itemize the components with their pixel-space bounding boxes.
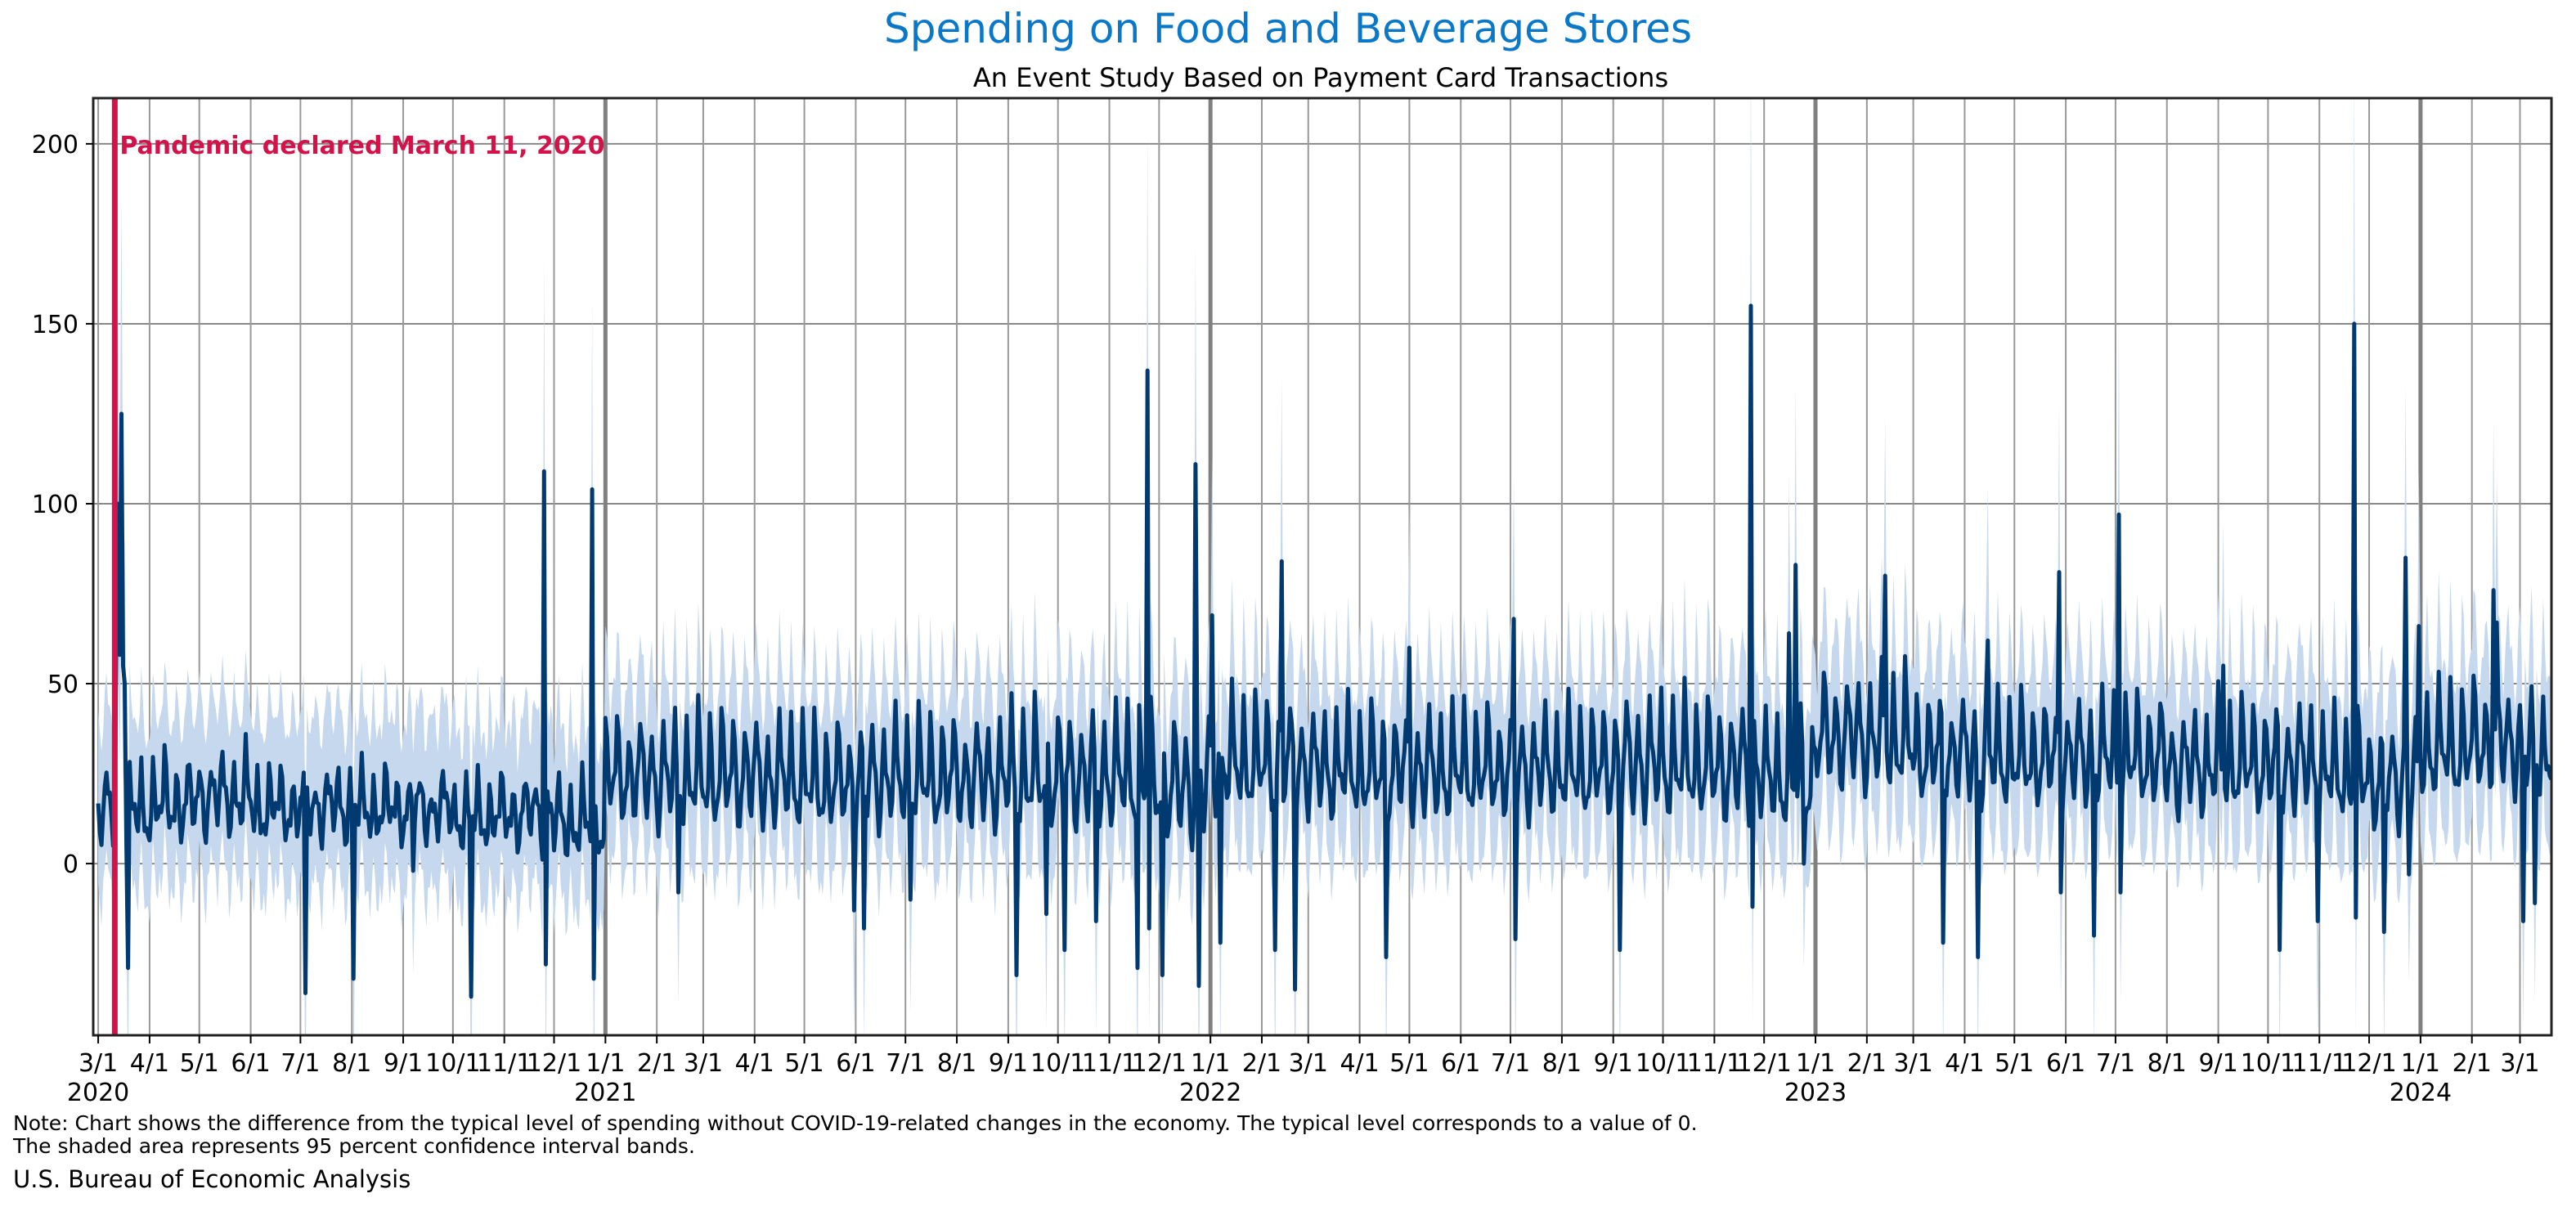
x-tick-label: 6/1 <box>231 1049 270 1078</box>
x-tick-label: 12/1 <box>2341 1049 2396 1078</box>
x-tick-label: 8/1 <box>937 1049 976 1078</box>
x-tick-label: 11/1 <box>477 1049 532 1078</box>
confidence-band <box>98 98 2551 1035</box>
x-year-label: 2020 <box>67 1079 129 1107</box>
x-tick-label: 12/1 <box>1737 1049 1792 1078</box>
x-year-label: 2023 <box>1784 1079 1847 1107</box>
x-tick-label: 9/1 <box>989 1049 1028 1078</box>
y-tick-label: 0 <box>63 850 79 879</box>
x-tick-label: 3/1 <box>1289 1049 1328 1078</box>
x-tick-label: 11/1 <box>1082 1049 1137 1078</box>
x-tick-label: 7/1 <box>1491 1049 1530 1078</box>
x-tick-label: 5/1 <box>180 1049 219 1078</box>
x-tick-label: 2/1 <box>637 1049 676 1078</box>
x-tick-label: 5/1 <box>1995 1049 2034 1078</box>
x-tick-label: 5/1 <box>1389 1049 1429 1078</box>
plot-frame <box>92 96 2553 1037</box>
x-tick-label: 9/1 <box>384 1049 423 1078</box>
x-tick-label: 8/1 <box>1542 1049 1582 1078</box>
x-year-label: 2021 <box>574 1079 636 1107</box>
x-tick-label: 2/1 <box>2453 1049 2492 1078</box>
x-tick-label: 1/1 <box>2401 1049 2440 1078</box>
x-tick-label: 7/1 <box>886 1049 925 1078</box>
y-tick-label: 150 <box>32 311 79 339</box>
x-tick-label: 11/1 <box>2292 1049 2347 1078</box>
x-tick-label: 5/1 <box>784 1049 824 1078</box>
x-tick-label: 7/1 <box>280 1049 320 1078</box>
x-tick-label: 8/1 <box>332 1049 371 1078</box>
y-tick-label: 100 <box>32 491 79 519</box>
x-tick-label: 6/1 <box>836 1049 875 1078</box>
x-tick-label: 12/1 <box>527 1049 581 1078</box>
x-tick-label: 8/1 <box>2147 1049 2187 1078</box>
x-tick-label: 10/1 <box>1636 1049 1690 1078</box>
y-tick-label: 200 <box>32 131 79 159</box>
x-tick-label: 12/1 <box>1132 1049 1187 1078</box>
x-tick-label: 11/1 <box>1687 1049 1742 1078</box>
chart-subtitle: An Event Study Based on Payment Card Tra… <box>973 62 1668 93</box>
y-axis: 0 50 100 150 200 <box>32 131 93 879</box>
x-tick-label: 10/1 <box>425 1049 480 1078</box>
source-label: U.S. Bureau of Economic Analysis <box>13 1165 411 1193</box>
x-tick-label: 4/1 <box>1945 1049 1984 1078</box>
x-tick-label: 4/1 <box>1340 1049 1379 1078</box>
x-tick-label: 1/1 <box>1796 1049 1835 1078</box>
x-tick-label: 9/1 <box>1594 1049 1633 1078</box>
x-tick-label: 3/1 <box>79 1049 118 1078</box>
x-tick-label: 6/1 <box>2046 1049 2085 1078</box>
x-tick-label: 10/1 <box>1030 1049 1085 1078</box>
x-tick-label: 3/1 <box>684 1049 723 1078</box>
x-tick-label: 7/1 <box>2096 1049 2135 1078</box>
footnote-line-2: The shaded area represents 95 percent co… <box>12 1134 695 1158</box>
x-year-label: 2022 <box>1179 1079 1241 1107</box>
pandemic-event-label: Pandemic declared March 11, 2020 <box>119 132 604 160</box>
footnote-line-1: Note: Chart shows the difference from th… <box>13 1111 1698 1135</box>
x-tick-label: 2/1 <box>1242 1049 1281 1078</box>
x-tick-label: 3/1 <box>1893 1049 1932 1078</box>
chart-title: Spending on Food and Beverage Stores <box>884 5 1692 52</box>
x-year-label: 2024 <box>2390 1079 2452 1107</box>
x-tick-label: 1/1 <box>1191 1049 1230 1078</box>
spending-line <box>96 303 2551 999</box>
x-tick-label: 10/1 <box>2241 1049 2296 1078</box>
x-tick-label: 6/1 <box>1441 1049 1480 1078</box>
x-tick-label: 2/1 <box>1847 1049 1887 1078</box>
x-tick-label: 4/1 <box>735 1049 774 1078</box>
y-tick-label: 50 <box>47 671 79 699</box>
x-tick-label: 9/1 <box>2198 1049 2237 1078</box>
x-tick-label: 4/1 <box>130 1049 169 1078</box>
x-tick-label: 3/1 <box>2500 1049 2539 1078</box>
x-tick-label: 1/1 <box>586 1049 625 1078</box>
